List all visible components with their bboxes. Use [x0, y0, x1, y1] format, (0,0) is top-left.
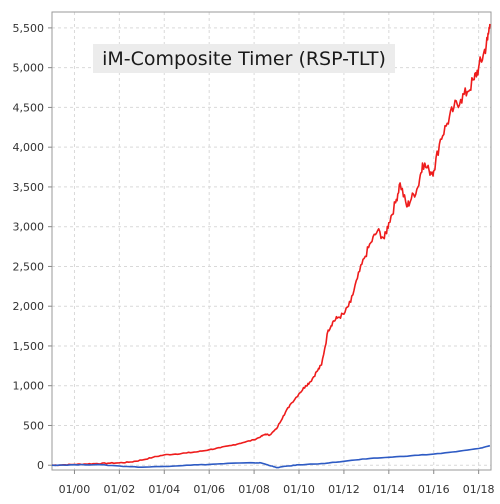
chart-title-box: iM-Composite Timer (RSP-TLT): [93, 44, 395, 73]
y-tick-label: 1,500: [13, 340, 45, 353]
series-line-1: [52, 23, 491, 467]
y-tick-label: 2,000: [13, 300, 45, 313]
axis-labels: 0 500 1,000 1,500 2,000 2,500 3,000 3,500 4,000 4…: [13, 22, 495, 496]
x-tick-label: 01/06: [193, 483, 225, 496]
x-tick-label: 01/02: [104, 483, 136, 496]
x-tick-label: 01/00: [59, 483, 91, 496]
x-tick-label: 01/08: [238, 483, 270, 496]
y-tick-label: 0: [37, 459, 44, 472]
x-tick-label: 01/16: [418, 483, 450, 496]
y-tick-label: 500: [23, 419, 44, 432]
y-tick-label: 5,000: [13, 62, 45, 75]
y-tick-label: 1,000: [13, 380, 45, 393]
chart-title: iM-Composite Timer (RSP-TLT): [102, 48, 386, 70]
x-tick-label: 01/04: [148, 483, 180, 496]
x-tick-label: 01/18: [463, 483, 495, 496]
y-tick-label: 4,000: [13, 141, 45, 154]
y-tick-label: 3,500: [13, 181, 45, 194]
x-tick-label: 01/10: [283, 483, 315, 496]
gridlines: [52, 12, 491, 470]
y-tick-label: 4,500: [13, 101, 45, 114]
y-tick-label: 2,500: [13, 260, 45, 273]
x-tick-label: 01/12: [328, 483, 360, 496]
series-line-2: [51, 444, 491, 469]
x-tick-label: 01/14: [373, 483, 405, 496]
y-tick-label: 3,000: [13, 221, 45, 234]
y-tick-label: 5,500: [13, 22, 45, 35]
series-layer: [51, 23, 491, 469]
plot-frame: [51, 11, 492, 471]
chart-title-background: [93, 44, 395, 73]
